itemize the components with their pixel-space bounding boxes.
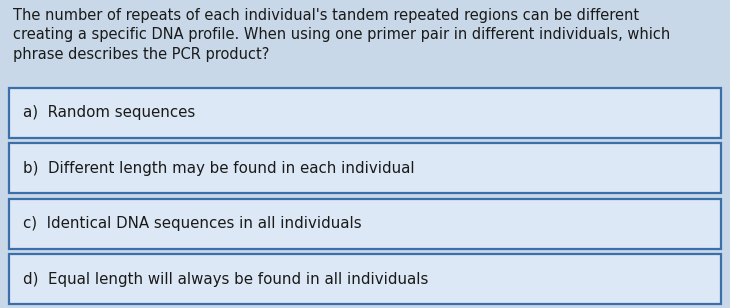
- Text: c)  Identical DNA sequences in all individuals: c) Identical DNA sequences in all indivi…: [23, 216, 361, 231]
- Text: b)  Different length may be found in each individual: b) Different length may be found in each…: [23, 161, 414, 176]
- FancyBboxPatch shape: [9, 199, 721, 249]
- FancyBboxPatch shape: [9, 88, 721, 138]
- FancyBboxPatch shape: [9, 254, 721, 304]
- Text: d)  Equal length will always be found in all individuals: d) Equal length will always be found in …: [23, 272, 428, 286]
- FancyBboxPatch shape: [9, 143, 721, 193]
- Text: The number of repeats of each individual's tandem repeated regions can be differ: The number of repeats of each individual…: [13, 8, 670, 62]
- Text: a)  Random sequences: a) Random sequences: [23, 105, 195, 120]
